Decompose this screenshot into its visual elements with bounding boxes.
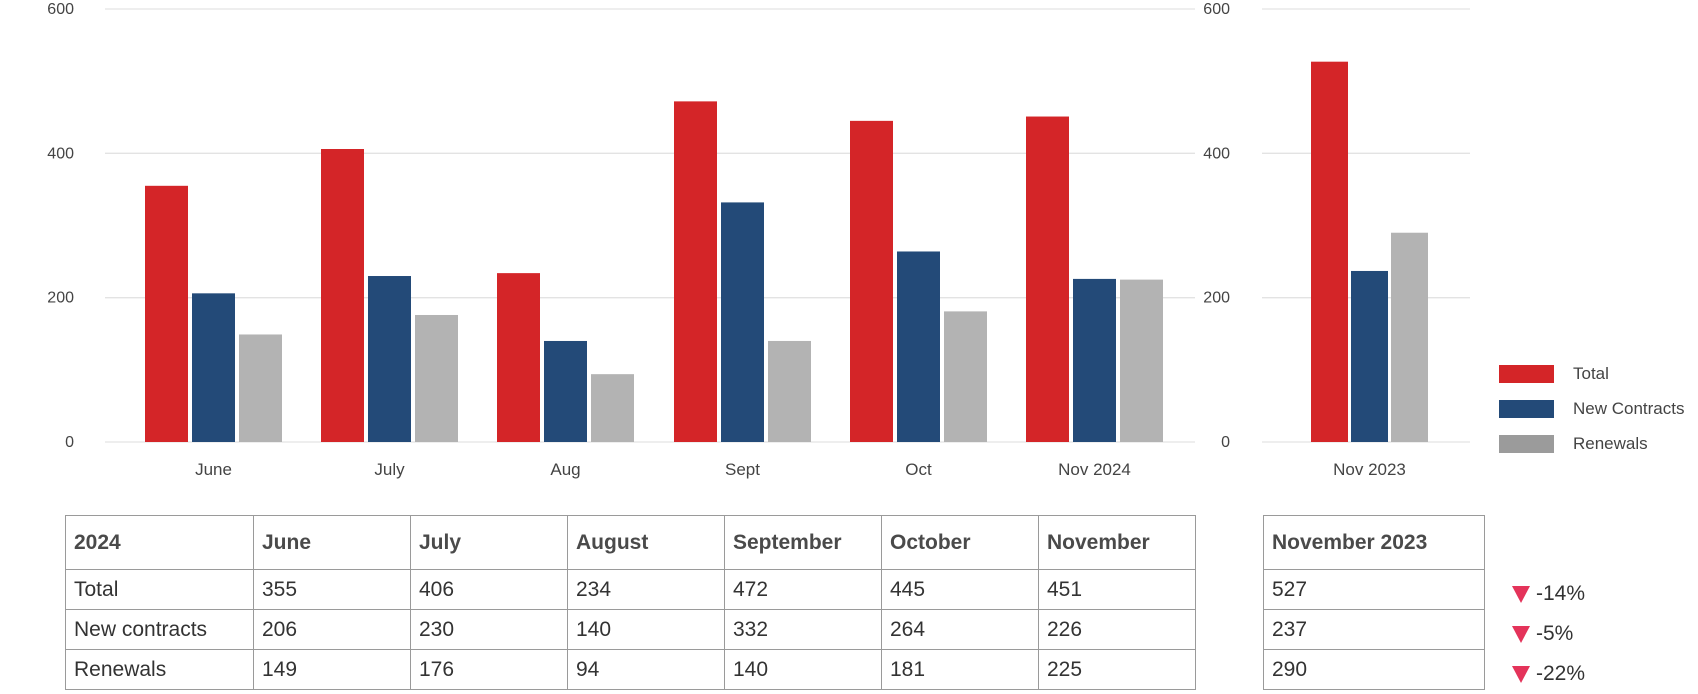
bar-new-contracts bbox=[1351, 270, 1388, 442]
x-tick-label: June bbox=[195, 460, 232, 479]
y-tick-label: 0 bbox=[1221, 434, 1230, 451]
table-cell: 140 bbox=[724, 649, 882, 690]
header-july: July bbox=[410, 515, 568, 570]
change-value: -22% bbox=[1536, 662, 1586, 685]
down-triangle-icon bbox=[1512, 585, 1530, 603]
bar-renewals bbox=[415, 314, 458, 442]
legend-label-new-contracts: New Contracts bbox=[1573, 398, 1685, 418]
header-year: 2024 bbox=[65, 515, 254, 570]
bar-total bbox=[497, 273, 540, 442]
legend-swatch-renewals bbox=[1499, 434, 1554, 453]
bar-total bbox=[850, 120, 893, 442]
table-row-total: Total 355 406 234 472 445 451 bbox=[65, 569, 1196, 610]
table-cell: 406 bbox=[410, 569, 568, 610]
bar-new-contracts bbox=[192, 293, 235, 442]
y-tick-label: 600 bbox=[47, 1, 74, 18]
table-2024: 2024 June July August September October … bbox=[65, 515, 1196, 690]
x-tick-label: Nov 2024 bbox=[1058, 460, 1131, 479]
row-label: New contracts bbox=[65, 609, 254, 650]
legend-label-total: Total bbox=[1573, 363, 1609, 383]
table-cell: 264 bbox=[881, 609, 1039, 650]
y-tick-label: 200 bbox=[47, 290, 74, 307]
table-cell: 445 bbox=[881, 569, 1039, 610]
x-tick-label: Aug bbox=[550, 460, 580, 479]
header-june: June bbox=[253, 515, 411, 570]
table-row-new-contracts: 237 bbox=[1263, 609, 1485, 650]
y-tick-label: 400 bbox=[47, 145, 74, 162]
header-november: November bbox=[1038, 515, 1196, 570]
table-cell: 527 bbox=[1263, 569, 1485, 610]
legend-swatch-new-contracts bbox=[1499, 399, 1554, 418]
bar-new-contracts bbox=[544, 340, 587, 442]
bar-new-contracts bbox=[368, 276, 411, 442]
bar-renewals bbox=[768, 340, 811, 442]
x-tick-label: July bbox=[374, 460, 405, 479]
table-cell: 176 bbox=[410, 649, 568, 690]
x-tick-label: Oct bbox=[905, 460, 932, 479]
change-value: -5% bbox=[1536, 622, 1574, 645]
bar-renewals bbox=[591, 374, 634, 442]
bar-new-contracts bbox=[1073, 278, 1116, 442]
table-cell: 355 bbox=[253, 569, 411, 610]
table-cell: 226 bbox=[1038, 609, 1196, 650]
table-cell: 140 bbox=[567, 609, 725, 650]
table-cell: 225 bbox=[1038, 649, 1196, 690]
bar-total bbox=[1026, 116, 1069, 443]
change-value: -14% bbox=[1536, 582, 1586, 605]
bar-total bbox=[145, 185, 188, 442]
table-row-renewals: 290 bbox=[1263, 649, 1485, 690]
table-nov-2023: November 2023 527 237 290 bbox=[1263, 515, 1485, 690]
y-tick-label: 0 bbox=[65, 434, 74, 451]
year-over-year-changes: -14% -5% -22% bbox=[1512, 574, 1585, 694]
table-cell: 332 bbox=[724, 609, 882, 650]
x-tick-label: Sept bbox=[725, 460, 760, 479]
y-tick-label: 600 bbox=[1203, 1, 1230, 18]
change-renewals: -22% bbox=[1512, 654, 1585, 694]
table-cell: 206 bbox=[253, 609, 411, 650]
bar-charts: 0 200 400 600 June July Aug Sept Oct Nov 2024 0 200… bbox=[47, 1, 1470, 479]
table-row-new-contracts: New contracts 206 230 140 332 264 226 bbox=[65, 609, 1196, 650]
table-cell: 472 bbox=[724, 569, 882, 610]
table-cell: 149 bbox=[253, 649, 411, 690]
y-tick-label: 200 bbox=[1203, 290, 1230, 307]
table-header-row: November 2023 bbox=[1263, 515, 1485, 570]
bar-total bbox=[674, 101, 717, 442]
bar-renewals bbox=[1120, 279, 1163, 442]
table-row-renewals: Renewals 149 176 94 140 181 225 bbox=[65, 649, 1196, 690]
legend-item-renewals: Renewals bbox=[1499, 426, 1684, 461]
change-new-contracts: -5% bbox=[1512, 614, 1585, 654]
table-cell: 234 bbox=[567, 569, 725, 610]
down-triangle-icon bbox=[1512, 625, 1530, 643]
table-cell: 451 bbox=[1038, 569, 1196, 610]
bar-renewals bbox=[1391, 232, 1428, 442]
header-september: September bbox=[724, 515, 882, 570]
table-cell: 237 bbox=[1263, 609, 1485, 650]
change-total: -14% bbox=[1512, 574, 1585, 614]
legend-swatch-total bbox=[1499, 364, 1554, 383]
row-label: Renewals bbox=[65, 649, 254, 690]
table-cell: 290 bbox=[1263, 649, 1485, 690]
bar-new-contracts bbox=[721, 202, 764, 442]
row-label: Total bbox=[65, 569, 254, 610]
bar-renewals bbox=[944, 311, 987, 442]
bar-renewals bbox=[239, 334, 282, 442]
down-triangle-icon bbox=[1512, 665, 1530, 683]
table-cell: 94 bbox=[567, 649, 725, 690]
table-cell: 230 bbox=[410, 609, 568, 650]
bar-total bbox=[1311, 61, 1348, 442]
y-tick-label: 400 bbox=[1203, 145, 1230, 162]
legend-label-renewals: Renewals bbox=[1573, 433, 1648, 453]
table-cell: 181 bbox=[881, 649, 1039, 690]
bar-total bbox=[321, 149, 364, 442]
table-header-row: 2024 June July August September October … bbox=[65, 515, 1196, 570]
table-row-total: 527 bbox=[1263, 569, 1485, 610]
header-august: August bbox=[567, 515, 725, 570]
header-november-2023: November 2023 bbox=[1263, 515, 1485, 570]
legend-item-total: Total bbox=[1499, 356, 1684, 391]
legend-item-new-contracts: New Contracts bbox=[1499, 391, 1684, 426]
x-tick-label: Nov 2023 bbox=[1333, 460, 1406, 479]
chart-legend: Total New Contracts Renewals bbox=[1499, 356, 1684, 461]
bar-new-contracts bbox=[897, 251, 940, 442]
header-october: October bbox=[881, 515, 1039, 570]
